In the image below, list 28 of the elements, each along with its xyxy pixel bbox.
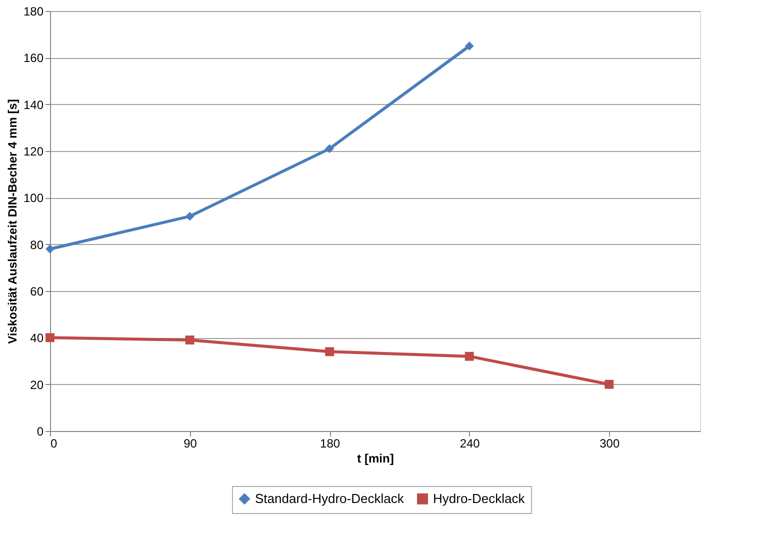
x-tick-label: 240 (460, 436, 480, 450)
legend-label: Standard-Hydro-Decklack (255, 490, 404, 506)
y-tick-label: 60 (30, 284, 44, 298)
y-axis-title: Viskosität Auslaufzeit DIN-Becher 4 mm [s] (5, 99, 20, 344)
y-tick-label: 0 (36, 424, 44, 438)
point (185, 336, 194, 344)
point (185, 212, 194, 221)
y-tick-label: 40 (30, 331, 44, 346)
x-tick-label: 0 (50, 436, 58, 450)
point (46, 244, 54, 254)
point (325, 144, 334, 154)
y-tick-label: 120 (23, 144, 44, 158)
y-tick-label: 100 (23, 191, 44, 206)
point (325, 347, 334, 356)
y-tick-label: 140 (23, 98, 44, 112)
y-tick-label: 80 (30, 238, 44, 252)
y-tick-label: 160 (23, 51, 44, 66)
y-tick-label: 20 (30, 378, 44, 392)
legend-label: Hydro-Decklack (433, 490, 526, 506)
x-tick-label: 90 (184, 436, 198, 450)
x-axis-title: t [min] (357, 452, 394, 466)
x-tick-label: 180 (320, 436, 340, 450)
point (464, 352, 474, 361)
x-tick-label: 300 (600, 436, 620, 450)
point (464, 42, 474, 50)
y-tick-label: 180 (23, 4, 44, 18)
point (46, 333, 54, 342)
point (604, 380, 614, 389)
